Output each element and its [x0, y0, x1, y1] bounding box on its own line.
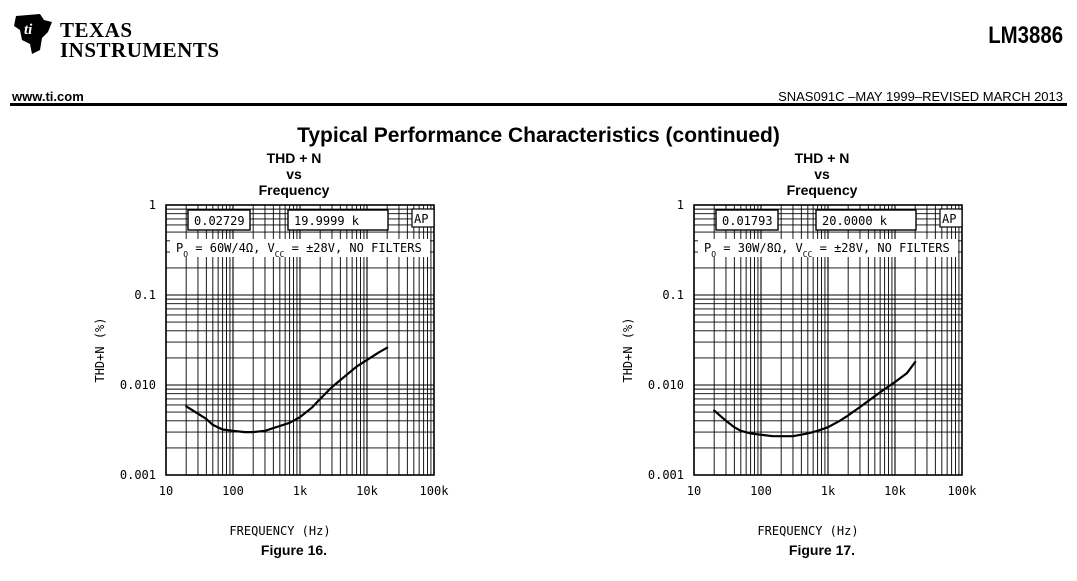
chart1-frame	[165, 204, 435, 476]
chart1-y-axis-label: THD+N (%)	[93, 317, 107, 382]
x-tick-label: 10k	[884, 484, 906, 498]
figure16-label: Figure 16.	[260, 542, 328, 558]
x-tick-label: 10k	[356, 484, 378, 498]
x-tick-label: 1k	[821, 484, 836, 498]
y-tick-label: 0.1	[662, 288, 684, 302]
chart1-y-ticks: 0.001 0.010 0.1 1	[120, 198, 156, 482]
readout-frequency-box	[815, 209, 917, 231]
ap-badge-box	[939, 208, 963, 228]
readout-value: 0.01793	[722, 214, 773, 228]
readout-frequency-box	[287, 209, 389, 231]
y-tick-label: 1	[677, 198, 684, 212]
x-tick-label: 100	[750, 484, 772, 498]
readout-value-box	[187, 209, 251, 231]
header-rule	[10, 103, 1067, 106]
ti-logo: ti TEXAS INSTRUMENTS	[10, 10, 219, 62]
website-link[interactable]: www.ti.com	[12, 89, 84, 104]
chart2-x-axis-label: FREQUENCY (Hz)	[757, 524, 858, 538]
chart1-title: THD + N vs Frequency	[194, 150, 394, 198]
chart1-title-line3: Frequency	[258, 182, 330, 198]
chart1-title-line2: vs	[286, 166, 302, 182]
chart2-x-ticks: 10 100 1k 10k 100k	[687, 484, 977, 498]
x-tick-label: 10	[159, 484, 173, 498]
chart2-y-axis-label: THD+N (%)	[621, 317, 635, 382]
chart1-x-axis-label: FREQUENCY (Hz)	[229, 524, 330, 538]
chart2-readout: 0.01793 20.0000 k AP	[715, 208, 963, 231]
ap-badge: AP	[414, 212, 428, 226]
y-tick-label: 0.1	[134, 288, 156, 302]
part-number: LM3886	[988, 22, 1063, 49]
chart2-condition: PO = 30W/8Ω, VCC = ±28V, NO FILTERS	[704, 241, 950, 259]
chart2-title-line3: Frequency	[786, 182, 858, 198]
readout-frequency: 20.0000 k	[822, 214, 888, 228]
figure17-label: Figure 17.	[788, 542, 856, 558]
chart1-thd-vs-frequency: 0.02729 19.9999 k AP PO = 60W/4Ω, VCC = ±28…	[93, 198, 449, 538]
company-name-line1: TEXAS	[60, 18, 133, 42]
chart2-thd-curve	[713, 360, 917, 438]
company-name-line2: INSTRUMENTS	[60, 38, 220, 62]
readout-value-box	[715, 209, 779, 231]
svg-text:ti: ti	[24, 22, 33, 38]
ap-badge: AP	[942, 212, 956, 226]
chart2-frame	[693, 204, 963, 476]
x-tick-label: 100	[222, 484, 244, 498]
ti-logo-icon: ti	[14, 14, 52, 54]
x-tick-label: 100k	[948, 484, 978, 498]
x-tick-label: 1k	[293, 484, 308, 498]
chart1-title-line1: THD + N	[266, 150, 322, 166]
chart1-thd-curve	[185, 346, 389, 434]
readout-value: 0.02729	[194, 214, 245, 228]
x-tick-label: 100k	[420, 484, 450, 498]
chart2-y-ticks: 0.001 0.010 0.1 1	[648, 198, 684, 482]
y-tick-label: 0.001	[120, 468, 156, 482]
readout-frequency: 19.9999 k	[294, 214, 360, 228]
ap-badge-box	[411, 208, 435, 228]
chart1-condition: PO = 60W/4Ω, VCC = ±28V, NO FILTERS	[176, 241, 422, 259]
condition-strip	[170, 239, 430, 257]
y-tick-label: 0.010	[120, 378, 156, 392]
section-title: Typical Performance Characteristics (con…	[297, 124, 780, 147]
chart2-thd-vs-frequency: 0.01793 20.0000 k AP PO = 30W/8Ω, VCC = ±28…	[621, 198, 977, 538]
chart2-title: THD + N vs Frequency	[722, 150, 922, 198]
document-id: SNAS091C –MAY 1999–REVISED MARCH 2013	[778, 89, 1063, 104]
condition-strip	[698, 239, 958, 257]
x-tick-label: 10	[687, 484, 701, 498]
y-tick-label: 0.010	[648, 378, 684, 392]
chart2-title-line1: THD + N	[794, 150, 850, 166]
chart2-title-line2: vs	[814, 166, 830, 182]
chart1-readout: 0.02729 19.9999 k AP	[187, 208, 435, 231]
chart1-x-ticks: 10 100 1k 10k 100k	[159, 484, 449, 498]
y-tick-label: 0.001	[648, 468, 684, 482]
y-tick-label: 1	[149, 198, 156, 212]
